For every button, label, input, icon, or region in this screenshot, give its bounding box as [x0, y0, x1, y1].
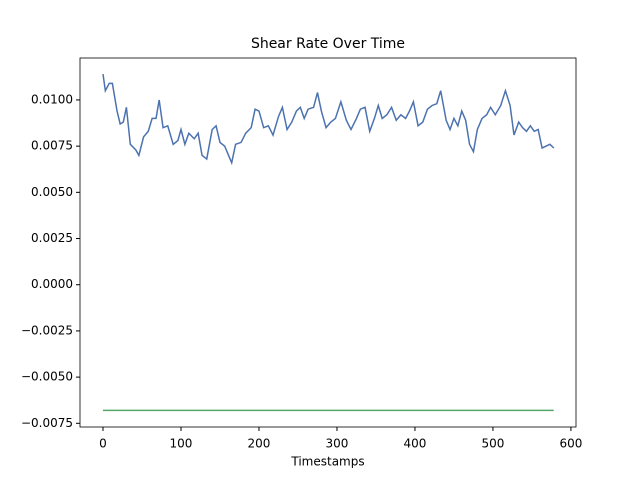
x-tick-label: 100: [170, 437, 193, 451]
chart-title: Shear Rate Over Time: [251, 36, 405, 52]
y-tick-label: −0.0050: [21, 370, 73, 384]
data-line: [102, 73, 555, 166]
x-tick-label: 0: [99, 437, 107, 451]
plot-frame: [79, 57, 577, 428]
x-axis-label: Timestamps: [290, 455, 364, 469]
x-tick-label: 600: [559, 437, 582, 451]
y-tick-label: −0.0025: [21, 323, 73, 337]
y-tick-label: 0.0100: [31, 92, 73, 106]
y-tick-label: −0.0075: [21, 416, 73, 430]
x-tick-label: 400: [404, 437, 427, 451]
y-tick-label: 0.0050: [31, 185, 73, 199]
x-tick-label: 200: [248, 437, 271, 451]
x-tick-label: 300: [326, 437, 349, 451]
y-tick-label: 0.0000: [31, 277, 73, 291]
x-tick-label: 500: [481, 437, 504, 451]
y-tick-label: 0.0025: [31, 231, 73, 245]
y-tick-label: 0.0075: [31, 139, 73, 153]
